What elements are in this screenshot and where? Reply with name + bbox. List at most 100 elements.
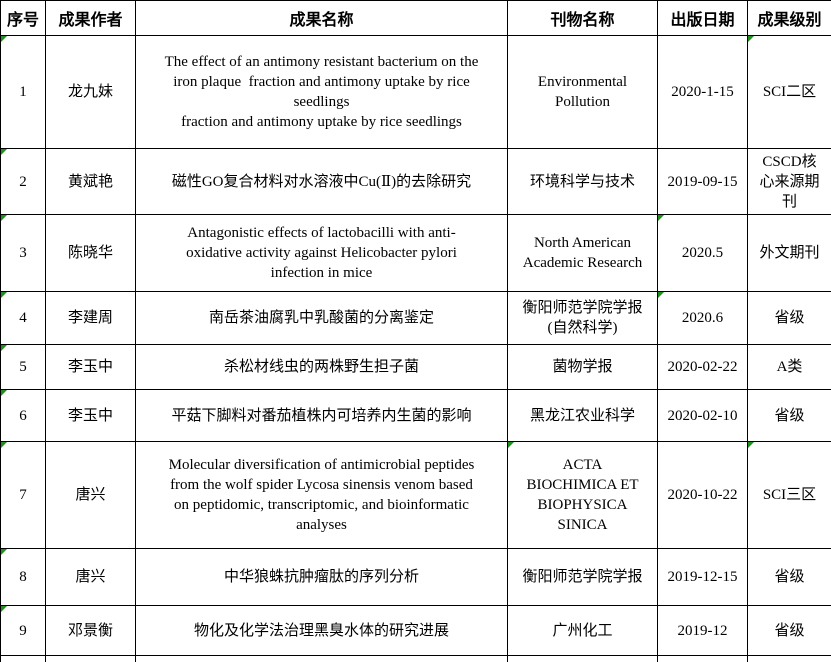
cell-journal-text: 衡阳师范学院学报 (自然科学) bbox=[522, 300, 643, 336]
cell-title: Antagonistic effects of lactobacilli wit… bbox=[135, 214, 508, 292]
cell-author: 唐兴 bbox=[45, 441, 136, 549]
cell-author: 李建周 bbox=[45, 291, 136, 345]
cell-title: 物化及化学法治理黑臭水体的研究进展 bbox=[135, 605, 508, 656]
cell-author-text: 邓景衡 bbox=[67, 622, 113, 639]
cell-date: 2020-02-10 bbox=[657, 389, 748, 442]
table-row: 2 黄斌艳 磁性GO复合材料对水溶液中Cu(Ⅱ)的去除研究 环境科学与技术 2019-0… bbox=[0, 148, 831, 215]
cell-date: 2020.5 bbox=[657, 214, 748, 292]
table-row: 9 邓景衡 物化及化学法治理黑臭水体的研究进展 广州化工 2019-12 省级 bbox=[0, 605, 831, 656]
cell-date-text: 2020.6 bbox=[681, 310, 724, 326]
cell-title: 南岳茶油腐乳中乳酸菌的分离鉴定 bbox=[135, 291, 508, 345]
cell-error-indicator-icon bbox=[1, 36, 7, 42]
table-row: 1 龙九妹 The effect of an antimony resistant … bbox=[0, 35, 831, 149]
cell-error-indicator-icon bbox=[1, 549, 7, 555]
table-row: 7 唐兴 Molecular diversification of antimicr… bbox=[0, 441, 831, 549]
cell-no-text: 5 bbox=[19, 359, 27, 375]
cell-no: 5 bbox=[0, 344, 46, 390]
cell-journal: North American Academic Research bbox=[507, 214, 658, 292]
cell-author-text: 李建周 bbox=[67, 310, 113, 326]
cell-level: SCI三区 bbox=[747, 441, 831, 549]
cell-date: 2020-1-15 bbox=[657, 35, 748, 149]
cell-journal-text: 衡阳师范学院学报 bbox=[522, 569, 643, 585]
cell-title-text: The effect of an antimony resistant bact… bbox=[164, 54, 479, 130]
cell-error-indicator-icon bbox=[1, 442, 7, 448]
cell-journal: ACTA BIOCHIMICA ET BIOPHYSICA SINICA bbox=[507, 441, 658, 549]
cell-date-text: 2019-12 bbox=[677, 622, 728, 639]
cell-title: Molecular diversification of antimicrobi… bbox=[135, 441, 508, 549]
cell-error-indicator-icon bbox=[1, 292, 7, 298]
cell-level: 省级 bbox=[747, 548, 831, 606]
cell-error-indicator-icon bbox=[508, 442, 514, 448]
cell-level-text: A类 bbox=[776, 359, 803, 375]
cell-no-text: 1 bbox=[19, 84, 27, 100]
cell-level: 省级 bbox=[747, 605, 831, 656]
cell-author: 李玉中 bbox=[45, 389, 136, 442]
table-body: 1 龙九妹 The effect of an antimony resistant … bbox=[0, 35, 831, 662]
cell-journal: Environmental Pollution bbox=[507, 35, 658, 149]
cell-empty bbox=[45, 655, 136, 662]
cell-date-text: 2020-10-22 bbox=[667, 487, 738, 503]
cell-author-text: 陈晓华 bbox=[67, 245, 113, 261]
cell-title-text: Molecular diversification of antimicrobi… bbox=[168, 457, 475, 533]
cell-journal-text: ACTA BIOCHIMICA ET BIOPHYSICA SINICA bbox=[526, 457, 639, 533]
cell-title: The effect of an antimony resistant bact… bbox=[135, 35, 508, 149]
cell-no: 1 bbox=[0, 35, 46, 149]
column-header-title: 成果名称 bbox=[135, 0, 508, 36]
cell-level-text: 外文期刊 bbox=[759, 245, 820, 261]
cell-date: 2020.6 bbox=[657, 291, 748, 345]
cell-level: 外文期刊 bbox=[747, 214, 831, 292]
cell-title-text: 物化及化学法治理黑臭水体的研究进展 bbox=[193, 622, 449, 639]
cell-error-indicator-icon bbox=[1, 606, 7, 612]
cell-date: 2019-12 bbox=[657, 605, 748, 656]
column-header-level: 成果级别 bbox=[747, 0, 831, 36]
cell-title: 中华狼蛛抗肿瘤肽的序列分析 bbox=[135, 548, 508, 606]
cell-no: 4 bbox=[0, 291, 46, 345]
cell-level-text: 省级 bbox=[774, 407, 805, 424]
cell-journal-text: Environmental Pollution bbox=[537, 74, 628, 110]
cell-error-indicator-icon bbox=[1, 149, 7, 155]
cell-title-text: 平菇下脚料对番茄植株内可培养内生菌的影响 bbox=[171, 407, 472, 424]
cell-level: SCI二区 bbox=[747, 35, 831, 149]
cell-author: 李玉中 bbox=[45, 344, 136, 390]
cell-no-text: 8 bbox=[19, 569, 27, 585]
cell-author-text: 龙九妹 bbox=[67, 84, 113, 100]
cell-title: 杀松材线虫的两株野生担子菌 bbox=[135, 344, 508, 390]
cell-date-text: 2020-02-22 bbox=[667, 359, 738, 375]
cell-no: 3 bbox=[0, 214, 46, 292]
cell-level: 省级 bbox=[747, 291, 831, 345]
table-row: 8 唐兴 中华狼蛛抗肿瘤肽的序列分析 衡阳师范学院学报 2019-12-15 省级 bbox=[0, 548, 831, 606]
cell-empty bbox=[747, 655, 831, 662]
cell-date: 2019-09-15 bbox=[657, 148, 748, 215]
cell-date-text: 2020-02-10 bbox=[667, 407, 738, 424]
cell-error-indicator-icon bbox=[1, 215, 7, 221]
cell-empty bbox=[0, 655, 46, 662]
cell-author-text: 李玉中 bbox=[67, 359, 113, 375]
cell-empty bbox=[507, 655, 658, 662]
cell-author-text: 黄斌艳 bbox=[67, 173, 113, 190]
cell-author: 黄斌艳 bbox=[45, 148, 136, 215]
cell-no: 2 bbox=[0, 148, 46, 215]
cell-author: 龙九妹 bbox=[45, 35, 136, 149]
cell-no-text: 3 bbox=[19, 245, 27, 261]
cell-author-text: 唐兴 bbox=[75, 487, 106, 503]
cell-journal: 环境科学与技术 bbox=[507, 148, 658, 215]
cell-journal-text: 黑龙江农业科学 bbox=[529, 407, 635, 424]
cell-journal: 广州化工 bbox=[507, 605, 658, 656]
cell-empty bbox=[657, 655, 748, 662]
cell-error-indicator-icon bbox=[1, 345, 7, 351]
cell-error-indicator-icon bbox=[658, 292, 664, 298]
cell-title: 磁性GO复合材料对水溶液中Cu(Ⅱ)的去除研究 bbox=[135, 148, 508, 215]
cell-error-indicator-icon bbox=[748, 36, 754, 42]
cell-no-text: 4 bbox=[19, 310, 27, 326]
cell-title-text: 磁性GO复合材料对水溶液中Cu(Ⅱ)的去除研究 bbox=[171, 173, 472, 190]
cell-error-indicator-icon bbox=[1, 390, 7, 396]
table-row: 3 陈晓华 Antagonistic effects of lactobacilli… bbox=[0, 214, 831, 292]
cell-level-text: CSCD核 心来源期 刊 bbox=[759, 153, 820, 210]
cell-no: 6 bbox=[0, 389, 46, 442]
cell-author: 陈晓华 bbox=[45, 214, 136, 292]
cell-no: 7 bbox=[0, 441, 46, 549]
cell-journal-text: 广州化工 bbox=[552, 622, 613, 639]
cell-journal: 黑龙江农业科学 bbox=[507, 389, 658, 442]
